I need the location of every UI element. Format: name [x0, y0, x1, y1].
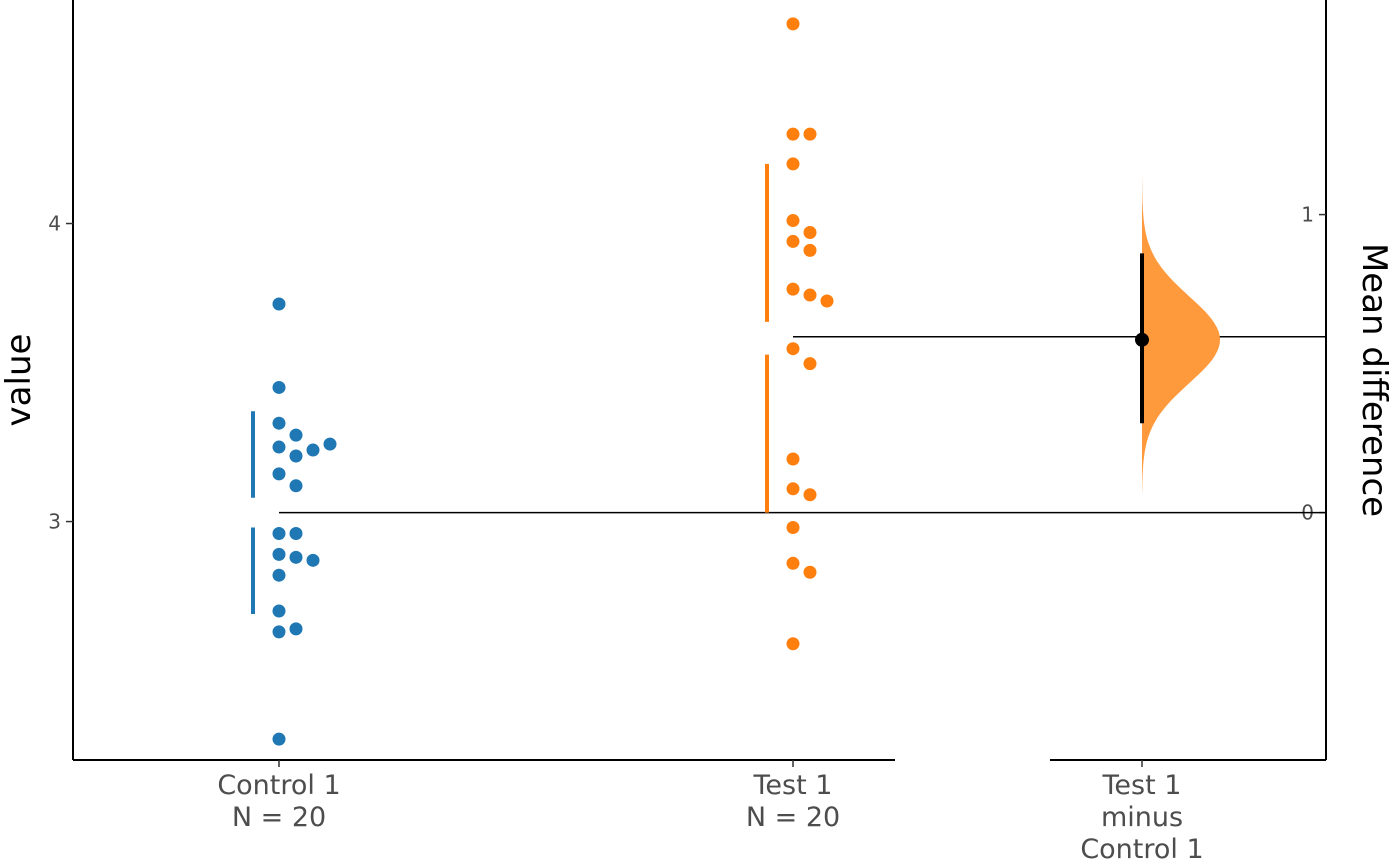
data-point — [289, 550, 303, 564]
data-point — [272, 297, 286, 311]
data-point — [786, 214, 800, 228]
data-point — [803, 357, 817, 371]
data-point — [272, 526, 286, 540]
data-point — [786, 127, 800, 141]
y-tick-label: 3 — [48, 510, 61, 534]
right-y-tick-label: 1 — [1301, 203, 1314, 227]
group-n-test: N = 20 — [746, 802, 840, 833]
chart-marks — [251, 17, 1326, 746]
data-point — [272, 416, 286, 430]
data-point — [803, 225, 817, 239]
data-point — [306, 443, 320, 457]
data-point — [786, 157, 800, 171]
bootstrap-distribution — [1142, 178, 1220, 492]
data-point — [289, 622, 303, 636]
data-point — [272, 604, 286, 618]
mean-difference-point — [1135, 332, 1149, 347]
data-point — [289, 479, 303, 493]
delta-label-line1: Test 1 — [1102, 770, 1182, 801]
data-point — [272, 547, 286, 561]
data-point — [803, 565, 817, 579]
data-point — [272, 568, 286, 582]
data-point — [786, 482, 800, 496]
data-point — [786, 452, 800, 466]
data-point — [786, 521, 800, 535]
data-point — [272, 440, 286, 454]
data-point — [803, 243, 817, 257]
data-point — [323, 437, 337, 451]
group-label-control: Control 1 — [217, 770, 340, 801]
data-point — [306, 553, 320, 567]
data-point — [786, 342, 800, 356]
data-point — [803, 488, 817, 502]
group-label-test: Test 1 — [753, 770, 833, 801]
data-point — [820, 294, 834, 308]
right-y-axis-title: Mean difference — [1354, 243, 1394, 517]
delta-label-line3: Control 1 — [1080, 834, 1203, 865]
data-point — [786, 282, 800, 296]
data-point — [272, 467, 286, 481]
y-axis-title: value — [0, 334, 39, 427]
data-point — [289, 449, 303, 463]
y-tick-label: 4 — [48, 212, 61, 236]
data-point — [289, 526, 303, 540]
data-point — [272, 625, 286, 639]
delta-label-line2: minus — [1101, 802, 1183, 833]
group-n-control: N = 20 — [232, 802, 326, 833]
data-point — [786, 17, 800, 31]
data-point — [803, 127, 817, 141]
data-point — [272, 380, 286, 394]
data-point — [272, 732, 286, 746]
data-point — [786, 637, 800, 651]
data-point — [289, 428, 303, 442]
data-point — [803, 288, 817, 302]
data-point — [786, 556, 800, 570]
data-point — [786, 234, 800, 248]
